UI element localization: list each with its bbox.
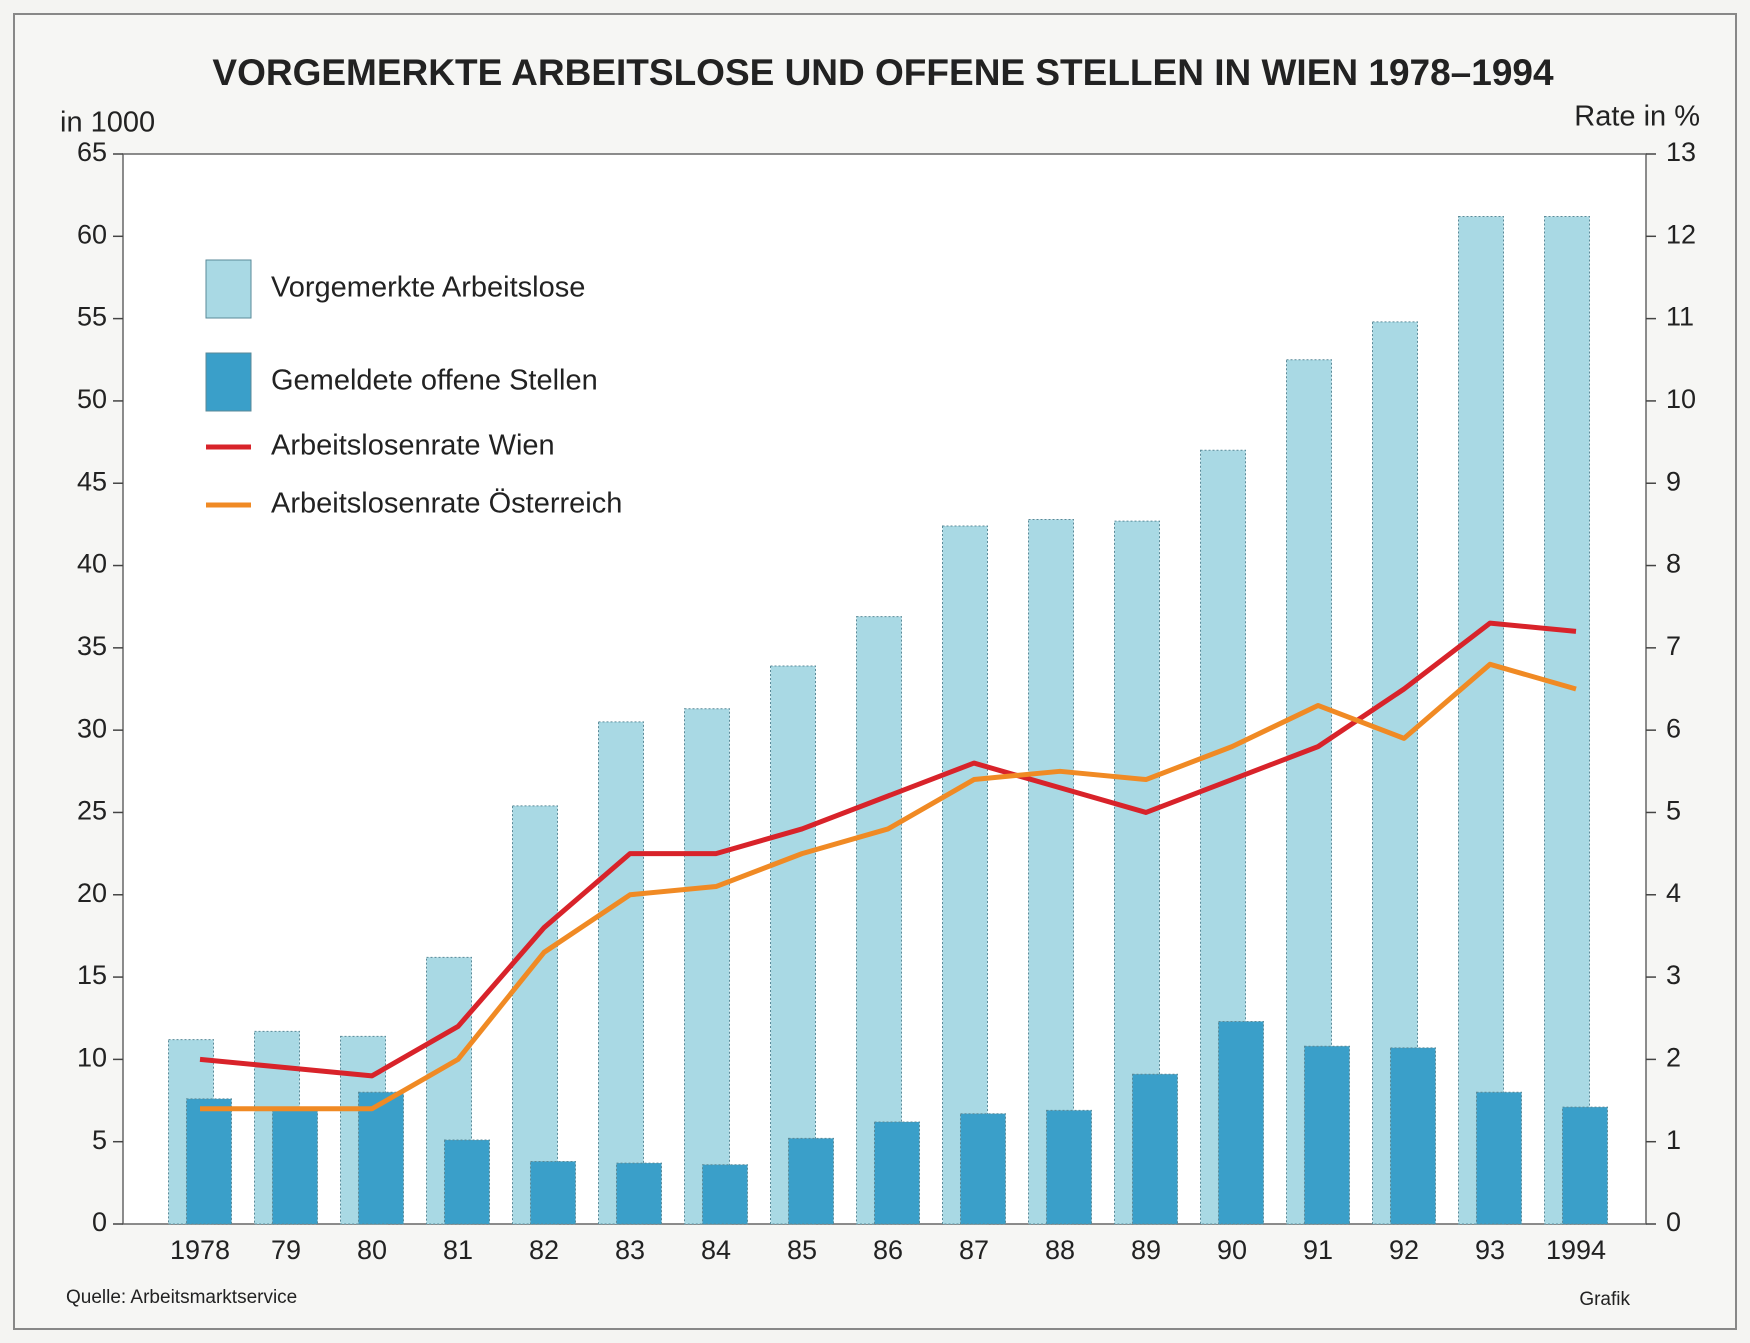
bar <box>512 805 558 1225</box>
y2-tick-label: 11 <box>1666 302 1694 332</box>
y-tick-label: 65 <box>77 137 107 167</box>
y-tick-label: 15 <box>77 960 107 990</box>
y-axis-label: in 1000 <box>60 107 155 139</box>
bar <box>272 1109 318 1225</box>
y2-tick-label: 9 <box>1666 466 1681 496</box>
legend-swatch <box>205 352 252 412</box>
y2-tick-label: 8 <box>1666 549 1681 579</box>
y-tick-label: 30 <box>77 713 107 743</box>
bar <box>684 708 730 1225</box>
y2-tick-label: 1 <box>1666 1125 1681 1155</box>
bar <box>530 1160 576 1225</box>
x-tick-label: 81 <box>443 1235 473 1265</box>
bar <box>598 721 644 1225</box>
bar <box>1218 1021 1264 1225</box>
y2-tick-label: 3 <box>1666 960 1681 990</box>
line-series <box>199 620 1577 1079</box>
x-tick-label: 86 <box>873 1235 903 1265</box>
bar <box>788 1137 834 1225</box>
y-tick-label: 35 <box>77 631 107 661</box>
y2-tick-label: 7 <box>1666 631 1681 661</box>
x-tick-label: 79 <box>271 1235 301 1265</box>
bar <box>444 1139 490 1225</box>
line-series <box>200 661 1577 1112</box>
y-tick-label: 10 <box>77 1043 107 1073</box>
x-tick-label: 89 <box>1131 1235 1161 1265</box>
bar <box>702 1164 748 1225</box>
x-tick-label: 1978 <box>170 1235 230 1265</box>
bar <box>1132 1073 1178 1225</box>
y2-axis-label: Rate in % <box>1574 101 1700 133</box>
legend-label: Vorgemerkte Arbeitslose <box>271 272 585 304</box>
bar <box>770 665 816 1225</box>
y2-tick-label: 6 <box>1666 713 1681 743</box>
x-tick-label: 83 <box>615 1235 645 1265</box>
x-tick-label: 87 <box>959 1235 989 1265</box>
y-tick-label: 45 <box>77 466 107 496</box>
y-tick-label: 5 <box>92 1125 107 1155</box>
y2-tick-label: 10 <box>1666 384 1696 414</box>
y-tick-label: 55 <box>77 302 107 332</box>
credit: Grafik <box>1579 1289 1630 1310</box>
y2-tick-label: 4 <box>1666 878 1681 908</box>
x-tick-label: 82 <box>529 1235 559 1265</box>
bar <box>1544 216 1590 1225</box>
y-tick-label: 50 <box>77 384 107 414</box>
x-tick-label: 92 <box>1389 1235 1419 1265</box>
x-tick-label: 90 <box>1217 1235 1247 1265</box>
source: Quelle: Arbeitsmarktservice <box>66 1287 297 1308</box>
y2-tick-label: 0 <box>1666 1207 1681 1237</box>
bar <box>1562 1106 1608 1225</box>
y-tick-label: 20 <box>77 878 107 908</box>
x-tick-label: 88 <box>1045 1235 1075 1265</box>
y2-tick-label: 12 <box>1666 219 1696 249</box>
legend-label: Gemeldete offene Stellen <box>271 365 598 397</box>
y-tick-label: 25 <box>77 796 107 826</box>
y2-tick-label: 2 <box>1666 1043 1681 1073</box>
legend-label: Arbeitslosenrate Wien <box>271 430 555 462</box>
legend-swatch <box>205 259 252 319</box>
bar <box>186 1098 232 1225</box>
x-tick-label: 85 <box>787 1235 817 1265</box>
y-tick-label: 0 <box>92 1207 107 1237</box>
y2-tick-label: 5 <box>1666 796 1681 826</box>
x-tick-label: 84 <box>701 1235 731 1265</box>
legend-label: Arbeitslosenrate Österreich <box>271 488 622 520</box>
y-tick-label: 40 <box>77 549 107 579</box>
x-tick-label: 93 <box>1475 1235 1505 1265</box>
bar <box>1046 1109 1092 1225</box>
bar <box>942 525 988 1225</box>
x-tick-label: 80 <box>357 1235 387 1265</box>
chart-title: VORGEMERKTE ARBEITSLOSE UND OFFENE STELL… <box>212 52 1554 93</box>
x-tick-label: 91 <box>1303 1235 1333 1265</box>
bar <box>960 1113 1006 1225</box>
bar <box>1476 1091 1522 1225</box>
x-tick-label: 1994 <box>1546 1235 1606 1265</box>
y2-tick-label: 13 <box>1666 137 1696 167</box>
bar <box>358 1091 404 1225</box>
bar <box>1458 216 1504 1225</box>
bar <box>1390 1047 1436 1225</box>
bar <box>616 1162 662 1225</box>
bar <box>1304 1045 1350 1225</box>
bar <box>874 1121 920 1225</box>
y-tick-label: 60 <box>77 219 107 249</box>
